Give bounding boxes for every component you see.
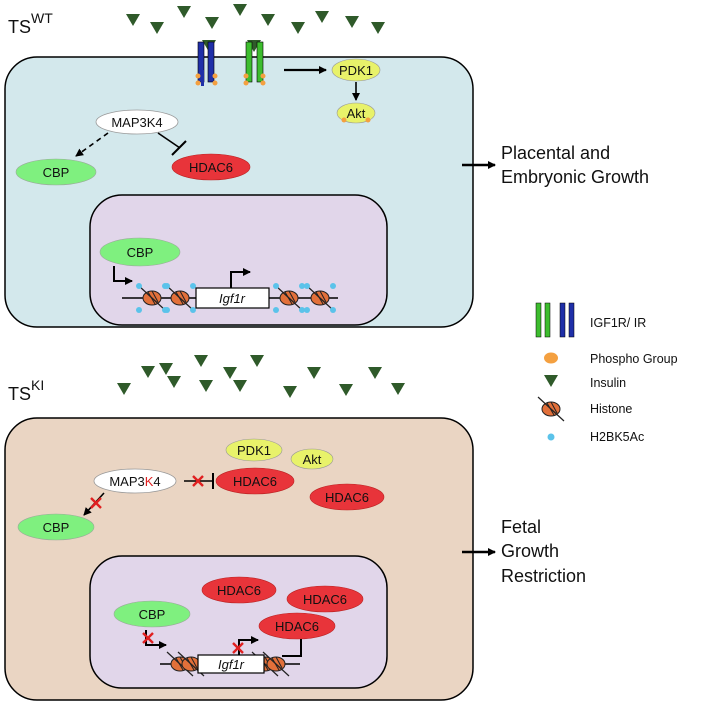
legend-phospho-icon (544, 352, 558, 364)
legend-acetyl-icon (547, 433, 555, 441)
hdac6-nuclear-label-c: HDAC6 (275, 619, 319, 634)
arrow-cbp-to-chromatin (113, 266, 133, 285)
gene-label-wt: Igf1r (219, 291, 246, 306)
gene-label-ki: Igf1r (218, 657, 245, 672)
arrow-map3k4-to-cbp (75, 132, 109, 157)
akt-node-wt (336, 102, 376, 124)
insulin-ligands-ki (117, 355, 405, 398)
ki-outcome-line1: Fetal (501, 517, 541, 537)
legend-receptor-label: IGF1R/ IR (590, 316, 646, 330)
map3k4-node-ki (93, 468, 177, 494)
cbp-nuclear-wt (99, 237, 181, 267)
akt-label-wt: Akt (347, 106, 366, 121)
cbp-node-ki (17, 513, 95, 541)
hdac6-nuclear-label-b: HDAC6 (303, 592, 347, 607)
pdk1-node-wt (331, 58, 381, 82)
legend-insulin-icon (544, 375, 558, 387)
map3k4-label-wt: MAP3K4 (111, 115, 162, 130)
hdac6-label-ki-a: HDAC6 (233, 474, 277, 489)
legend-phospho-label: Phospho Group (590, 352, 678, 366)
hdac6-node-ki-b (309, 483, 385, 511)
wt-nucleus (89, 194, 388, 326)
wt-panel-label: TSWT (8, 10, 53, 37)
hdac6-nuclear-label-a: HDAC6 (217, 583, 261, 598)
legend-receptor-icon (535, 302, 575, 338)
insulin-ligands-wt (126, 4, 385, 52)
receptor-igf1r-wt (243, 41, 266, 86)
hdac6-label-wt: HDAC6 (189, 160, 233, 175)
akt-label-ki: Akt (303, 452, 322, 467)
cbp-nuclear-label-wt: CBP (127, 245, 154, 260)
cbp-nuclear-label-ki: CBP (139, 607, 166, 622)
akt-node-ki (290, 448, 334, 470)
pdk1-label-wt: PDK1 (339, 63, 373, 78)
gene-box-wt (195, 287, 270, 309)
legend-histone-icon (537, 396, 565, 422)
hdac6-node-wt (171, 153, 251, 181)
ki-outcome-line2: Growth (501, 541, 559, 561)
wt-outcome-line1: Placental and (501, 143, 610, 163)
hdac6-nuclear-b (286, 585, 364, 613)
gene-box-ki (197, 654, 265, 674)
acetyl-marks-wt (136, 283, 336, 313)
legend: IGF1R/ IR Phospho Group Insulin Histone … (535, 302, 678, 444)
hdac6-to-chromatin (282, 639, 302, 657)
hdac6-node-ki-a (215, 467, 295, 495)
pdk1-node-ki (225, 438, 283, 462)
map3k4-label-ki: MAP3K4 (109, 474, 160, 489)
hdac6-nuclear-c (258, 612, 336, 640)
hdac6-nuclear-a (201, 576, 277, 604)
cbp-label-ki: CBP (43, 520, 70, 535)
inhibit-map3k4-to-hdac6 (157, 132, 181, 149)
receptor-ir-wt (195, 41, 218, 86)
legend-insulin-label: Insulin (590, 376, 626, 390)
map3k4-node-wt (95, 109, 179, 135)
wt-outcome-line2: Embryonic Growth (501, 167, 649, 187)
arrow-transcription-start (230, 268, 251, 288)
cbp-label-wt: CBP (43, 165, 70, 180)
legend-acetyl-label: H2BK5Ac (590, 430, 644, 444)
ki-panel-label: TSKI (8, 377, 44, 404)
pdk1-label-ki: PDK1 (237, 443, 271, 458)
cbp-nuclear-ki (113, 600, 191, 628)
legend-histone-label: Histone (590, 402, 632, 416)
ki-outcome-line3: Restriction (501, 566, 586, 586)
cbp-node-wt (15, 158, 97, 186)
hdac6-label-ki-b: HDAC6 (325, 490, 369, 505)
